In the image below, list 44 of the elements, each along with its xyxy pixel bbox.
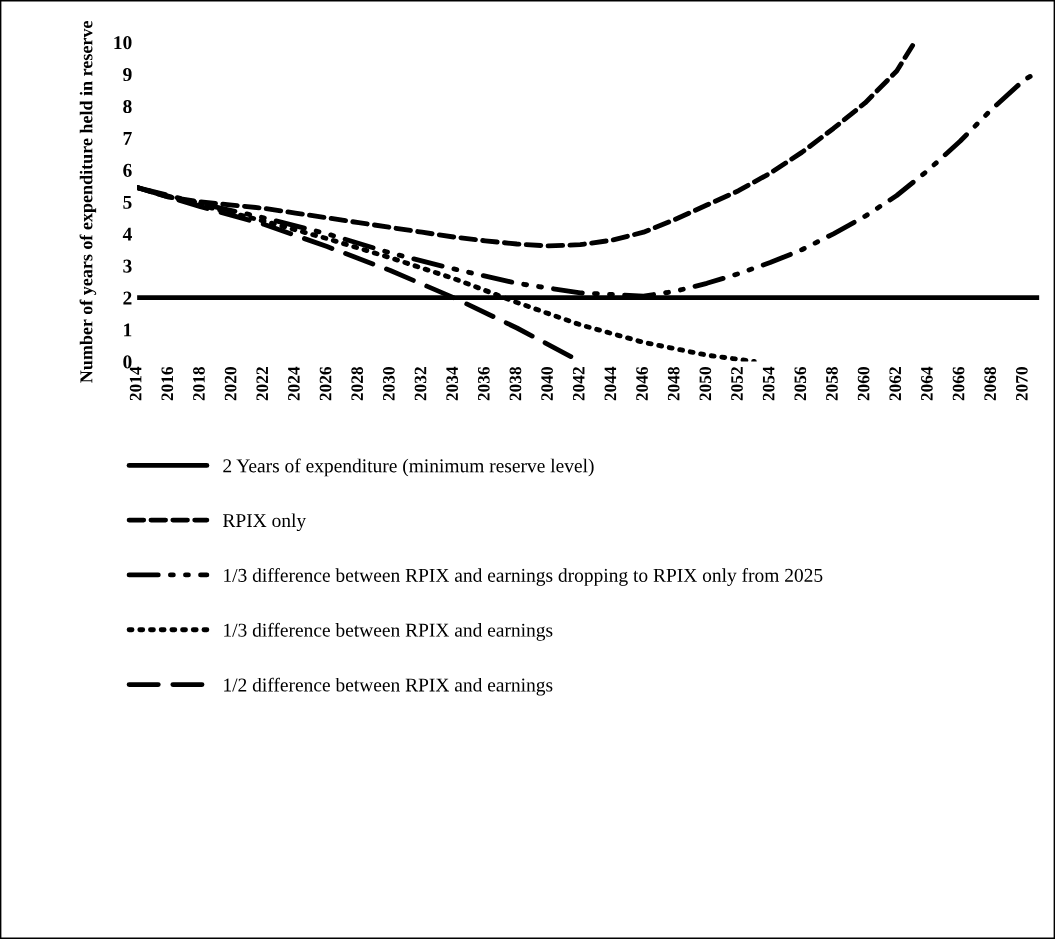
x-tick-label: 2040 [541,367,553,401]
legend-label: 1/2 difference between RPIX and earnings [224,677,553,696]
legend-label: 2 Years of expenditure (minimum reserve level) [223,458,594,477]
x-tick-label: 2048 [667,366,680,401]
y-tick-label: 6 [123,163,132,177]
x-tick-label: 2028 [351,366,364,401]
x-tick-label: 2038 [509,366,522,401]
x-tick-label: 2058 [826,366,838,401]
x-tick-label: 2054 [762,366,775,401]
legend-label: 1/3 difference between RPIX and earnings [224,622,553,641]
x-tick-label: 2018 [193,366,205,401]
x-tick-label: 2060 [857,367,870,401]
x-tick-label: 2016 [161,366,174,401]
y-tick-label: 7 [123,132,132,145]
x-tick-label: 2044 [604,366,617,401]
legend-label: 1/3 difference between RPIX and earnings dropping to RPIX only from 2025 [224,568,823,586]
y-axis-title: Number of years of expenditure held in reserve [79,21,97,383]
y-tick-label: 4 [122,227,132,241]
x-tick-label: 2046 [636,366,648,401]
y-tick-label: 1 [124,323,132,337]
x-tick-label: 2036 [477,366,490,401]
x-tick-label: 2068 [984,366,997,401]
x-tick-label: 2070 [1015,367,1028,401]
x-tick-label: 2020 [224,367,237,401]
y-tick-label: 10 [114,36,132,50]
y-tick-label: 3 [123,259,132,273]
x-tick-label: 2030 [382,367,395,401]
legend-label: RPIX only [223,513,307,532]
x-tick-label: 2050 [699,367,712,401]
y-tick-label: 8 [123,99,132,114]
x-tick-label: 2052 [731,367,743,401]
x-tick-label: 2022 [256,367,269,401]
y-tick-label: 2 [123,291,132,305]
x-tick-label: 2024 [288,366,300,401]
x-tick-label: 2064 [921,366,933,401]
x-tick-label: 2032 [414,367,427,401]
x-tick-label: 2034 [446,366,458,401]
x-tick-label: 2062 [889,367,902,401]
x-tick-label: 2066 [952,366,965,401]
x-tick-label: 2026 [319,366,332,401]
x-tick-label: 2042 [572,367,585,401]
y-tick-label: 9 [123,68,132,82]
x-tick-label: 2056 [794,366,807,401]
y-tick-label: 5 [123,195,132,209]
